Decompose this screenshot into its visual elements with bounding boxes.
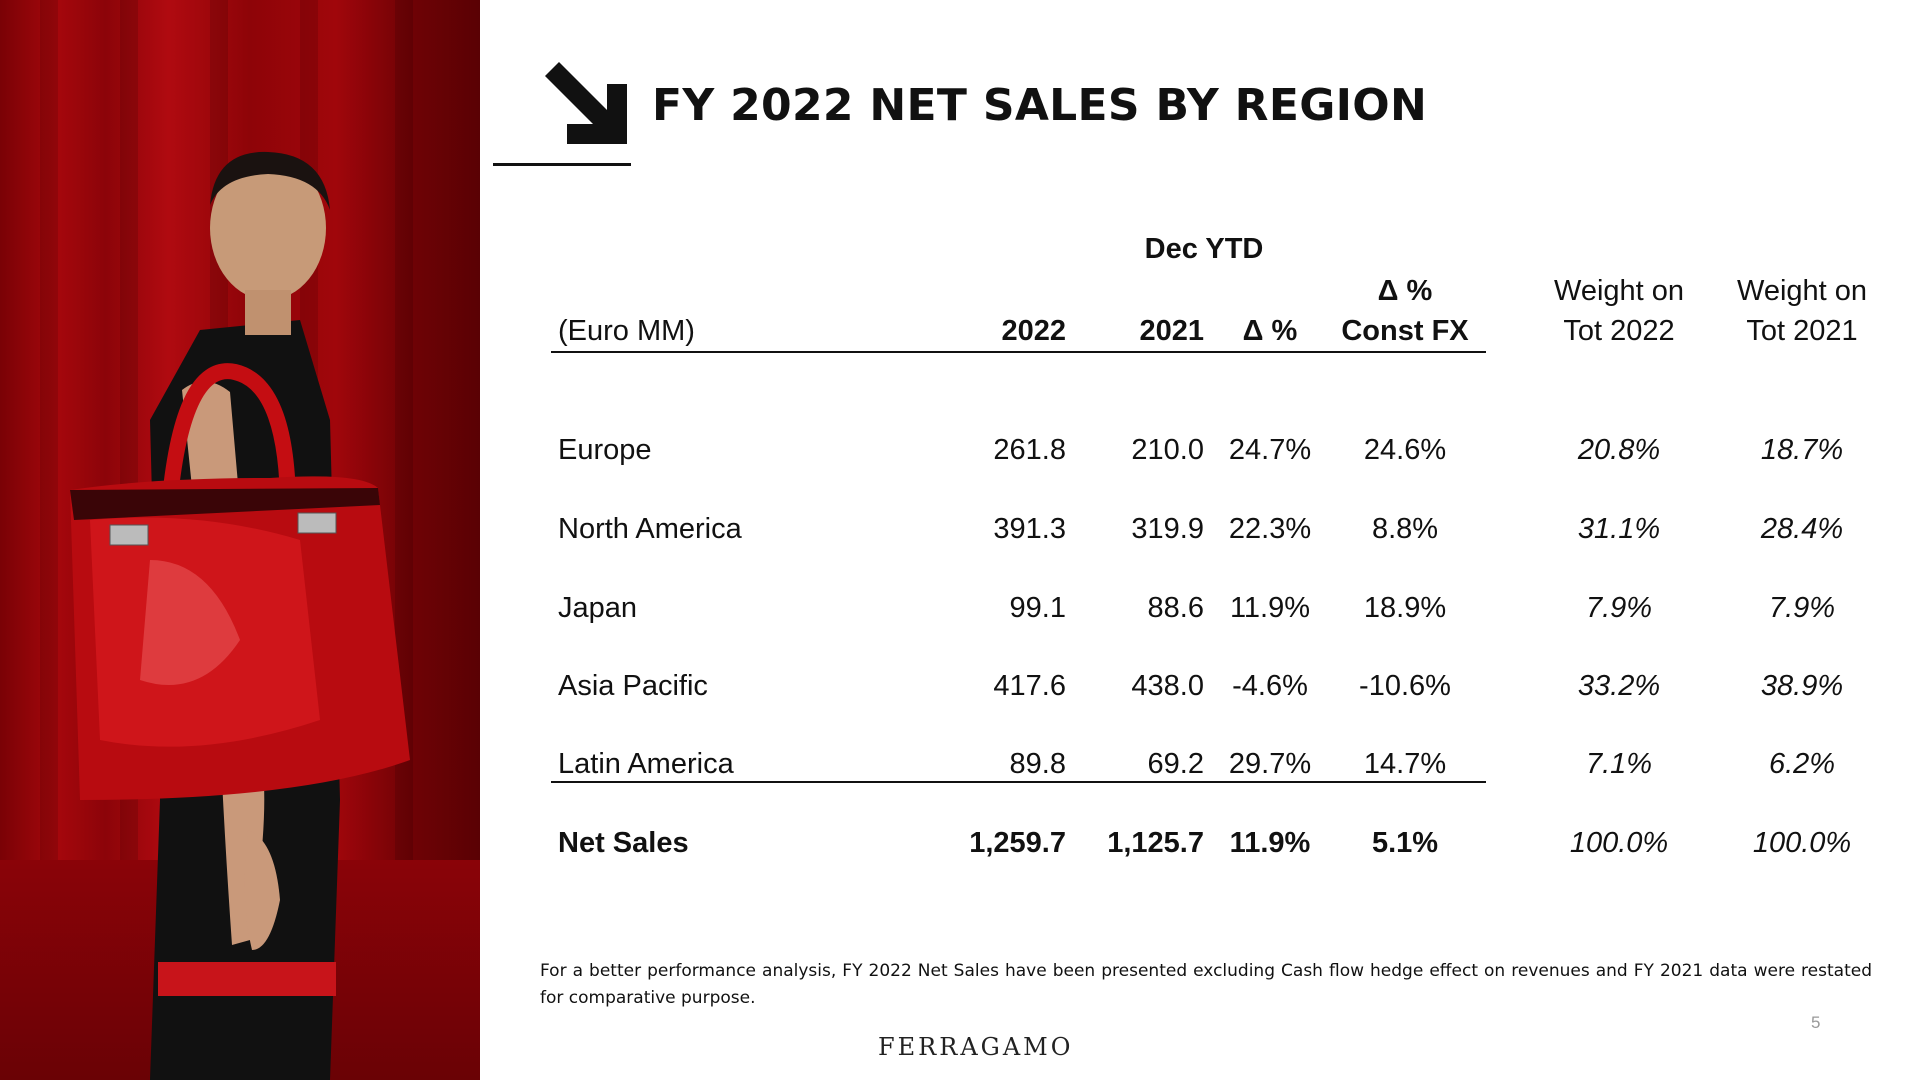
column-header-weight-2021-line2: Tot 2021 [1746, 315, 1858, 347]
row-weight-2021: 38.9% [1760, 670, 1844, 702]
total-label: Net Sales [558, 827, 689, 859]
row-weight-2022: 7.1% [1585, 748, 1653, 780]
row-const-fx: 24.6% [1363, 434, 1447, 466]
title-underline [493, 163, 631, 166]
row-region: Europe [558, 434, 652, 466]
row-delta: 22.3% [1228, 513, 1312, 545]
row-value-2022: 417.6 [993, 670, 1066, 702]
row-const-fx: 8.8% [1371, 513, 1439, 545]
row-region: Latin America [558, 748, 734, 780]
row-value-2022: 99.1 [1009, 592, 1066, 624]
group-header: Dec YTD [1144, 233, 1264, 265]
column-header-delta: Δ % [1242, 315, 1298, 347]
row-value-2021: 88.6 [1147, 592, 1204, 624]
page-number: 5 [1811, 1013, 1821, 1032]
row-value-2021: 69.2 [1147, 748, 1204, 780]
column-header-2022: 2022 [1001, 315, 1066, 347]
header-rule [551, 351, 1486, 353]
row-region: Japan [558, 592, 638, 624]
row-const-fx: -10.6% [1359, 670, 1451, 702]
column-header-const-fx-line2: Const FX [1341, 315, 1469, 347]
arrow-down-right-icon [545, 62, 627, 144]
page-title: FY 2022 NET SALES BY REGION [652, 80, 1428, 131]
row-region: North America [558, 513, 742, 545]
footnote: For a better performance analysis, FY 20… [540, 961, 1872, 1008]
column-header-weight-2022-line1: Weight on [1553, 275, 1685, 307]
row-delta: 29.7% [1228, 748, 1312, 780]
row-delta: 11.9% [1229, 592, 1311, 624]
row-value-2022: 89.8 [1009, 748, 1066, 780]
row-value-2021: 319.9 [1131, 513, 1204, 545]
row-const-fx: 18.9% [1363, 592, 1447, 624]
row-region: Asia Pacific [558, 670, 708, 702]
row-weight-2021: 18.7% [1760, 434, 1844, 466]
row-const-fx: 14.7% [1363, 748, 1447, 780]
row-weight-2022: 31.1% [1577, 513, 1661, 545]
row-weight-2021: 7.9% [1768, 592, 1836, 624]
column-header-weight-2022-line2: Tot 2022 [1563, 315, 1675, 347]
column-header-weight-2021-line1: Weight on [1736, 275, 1868, 307]
brand-logo: FERRAGAMO [878, 1033, 1074, 1061]
total-const-fx: 5.1% [1371, 827, 1439, 859]
total-value-2022: 1,259.7 [969, 827, 1066, 859]
total-weight-2022: 100.0% [1569, 827, 1669, 859]
unit-label: (Euro MM) [558, 315, 695, 347]
row-weight-2021: 28.4% [1760, 513, 1844, 545]
row-value-2022: 391.3 [993, 513, 1066, 545]
column-header-2021: 2021 [1139, 315, 1204, 347]
row-weight-2022: 20.8% [1577, 434, 1661, 466]
total-value-2021: 1,125.7 [1107, 827, 1204, 859]
row-value-2021: 438.0 [1131, 670, 1204, 702]
model-photo [0, 0, 480, 1080]
row-weight-2022: 7.9% [1585, 592, 1653, 624]
model-with-red-bag-illustration [70, 151, 410, 1080]
row-value-2021: 210.0 [1131, 434, 1204, 466]
column-header-const-fx-line1: Δ % [1377, 275, 1433, 307]
row-weight-2022: 33.2% [1577, 670, 1661, 702]
total-rule [551, 781, 1486, 783]
row-delta: 24.7% [1228, 434, 1312, 466]
total-weight-2021: 100.0% [1752, 827, 1852, 859]
row-delta: -4.6% [1232, 670, 1308, 702]
row-weight-2021: 6.2% [1768, 748, 1836, 780]
row-value-2022: 261.8 [993, 434, 1066, 466]
total-delta: 11.9% [1229, 827, 1311, 859]
